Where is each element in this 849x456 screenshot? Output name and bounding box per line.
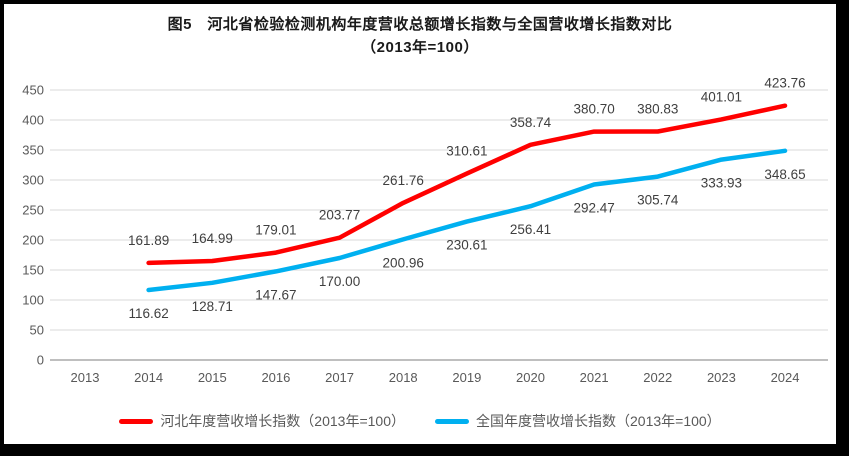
- data-label: 292.47: [573, 201, 614, 216]
- hebei-series-label: 河北年度营收增长指数（2013年=100）: [160, 413, 405, 429]
- chart-title-line2: （2013年=100）: [361, 39, 479, 56]
- data-label: 310.61: [446, 144, 487, 159]
- chart-title-line1: 图5 河北省检验检测机构年度营收总额增长指数与全国营收增长指数对比: [167, 16, 673, 33]
- line-chart-plot: 0 50 100 150 200 250 300 350 400 450 2013 2014 2015 2…: [22, 76, 828, 385]
- chart-title: 图5 河北省检验检测机构年度营收总额增长指数与全国营收增长指数对比 （2013年…: [4, 13, 836, 59]
- data-label: 423.76: [764, 76, 805, 91]
- y-axis-tick-label: 450: [22, 83, 44, 98]
- y-axis-tick-label: 400: [22, 113, 44, 128]
- y-axis-tick-label: 0: [37, 353, 44, 368]
- data-label: 179.01: [255, 223, 296, 238]
- data-label: 200.96: [383, 255, 424, 270]
- x-axis-tick-label: 2022: [643, 370, 672, 385]
- y-axis-tick-label: 250: [22, 203, 44, 218]
- x-axis-tick-label: 2024: [771, 370, 800, 385]
- data-label: 380.70: [573, 102, 614, 117]
- data-label: 333.93: [701, 176, 742, 191]
- x-axis-tick-label: 2021: [580, 370, 609, 385]
- data-label: 358.74: [510, 115, 552, 130]
- data-label: 230.61: [446, 238, 487, 253]
- series-line: [146, 103, 788, 266]
- y-axis-tick-label: 150: [22, 263, 44, 278]
- data-label: 147.67: [255, 287, 296, 302]
- data-label: 170.00: [319, 274, 360, 289]
- hebei-series-swatch: [119, 418, 154, 424]
- x-axis-tick-label: 2019: [452, 370, 481, 385]
- data-label: 401.01: [701, 89, 742, 104]
- x-axis-tick-label: 2023: [707, 370, 736, 385]
- y-axis-tick-label: 100: [22, 293, 44, 308]
- data-label: 305.74: [637, 193, 679, 208]
- data-label: 116.62: [128, 306, 168, 321]
- x-axis-tick-label: 2016: [261, 370, 290, 385]
- data-label: 261.76: [383, 173, 424, 188]
- data-label: 380.83: [637, 102, 678, 117]
- data-label: 203.77: [319, 208, 360, 223]
- x-axis-tick-label: 2020: [516, 370, 545, 385]
- x-axis-tick-label: 2017: [325, 370, 354, 385]
- legend-item-national: 全国年度营收增长指数（2013年=100）: [435, 411, 721, 431]
- legend-item-hebei: 河北年度营收增长指数（2013年=100）: [119, 411, 405, 431]
- x-axis-tick-label: 2013: [71, 370, 100, 385]
- data-label: 348.65: [764, 167, 805, 182]
- data-label: 128.71: [192, 299, 233, 314]
- y-axis-tick-label: 300: [22, 173, 44, 188]
- x-axis-tick-label: 2018: [389, 370, 418, 385]
- data-label: 161.89: [128, 233, 169, 248]
- x-axis-tick-label: 2014: [134, 370, 163, 385]
- national-series-label: 全国年度营收增长指数（2013年=100）: [476, 413, 721, 429]
- y-axis-tick-label: 350: [22, 143, 44, 158]
- x-axis-tick-label: 2015: [198, 370, 227, 385]
- national-series-swatch: [435, 418, 469, 424]
- y-axis-tick-label: 50: [30, 323, 44, 338]
- y-axis-tick-label: 200: [22, 233, 44, 248]
- data-label: 164.99: [192, 231, 233, 246]
- legend: 河北年度营收增长指数（2013年=100） 全国年度营收增长指数（2013年=1…: [4, 411, 836, 431]
- series-line: [146, 148, 788, 293]
- data-label: 256.41: [510, 222, 551, 237]
